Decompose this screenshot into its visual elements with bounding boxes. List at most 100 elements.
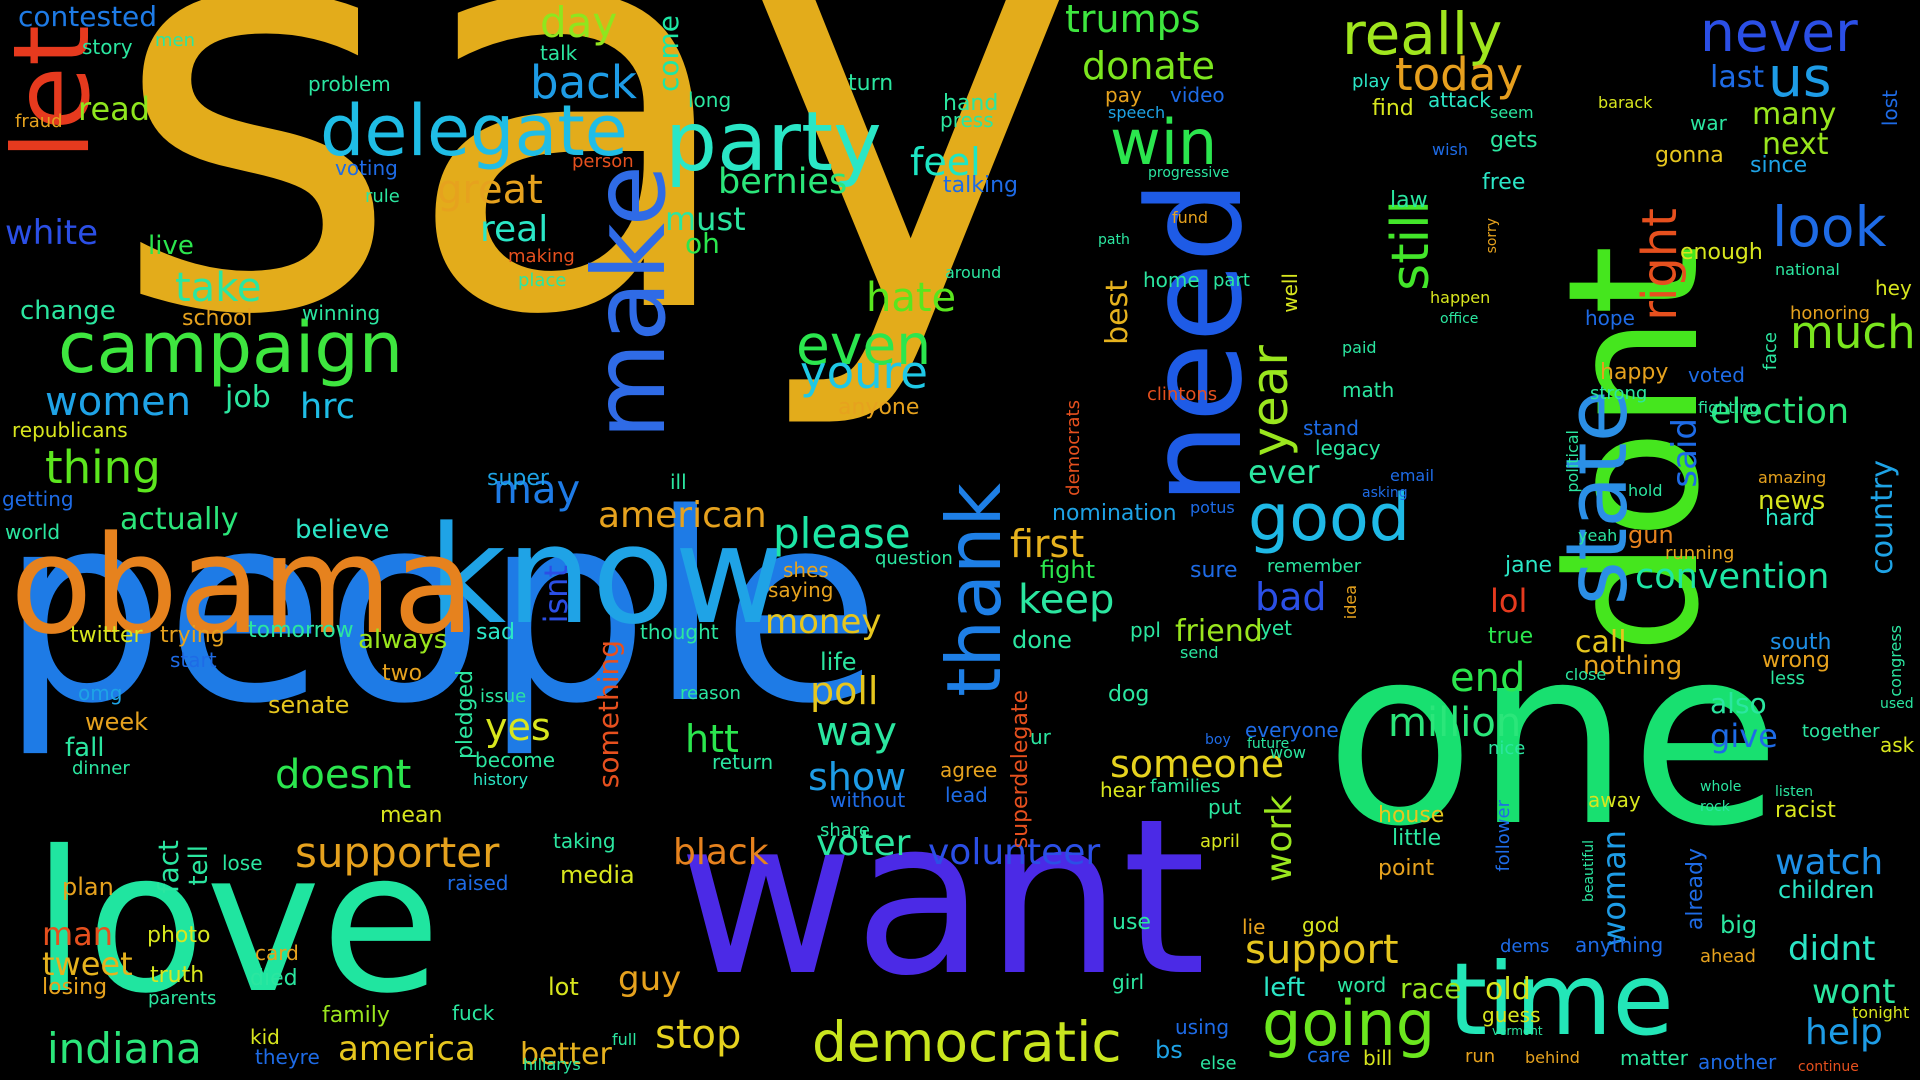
word-bernies: bernies <box>718 162 848 202</box>
word-parents: parents <box>148 988 217 1009</box>
word-lost: lost <box>1878 90 1902 127</box>
word-yet: yet <box>1260 616 1292 640</box>
word-contested: contested <box>18 0 158 33</box>
word-face: face <box>1760 332 1781 371</box>
word-play: play <box>1352 71 1391 92</box>
word-progressive: progressive <box>1148 165 1230 181</box>
word-sure: sure <box>1190 558 1238 583</box>
word-family: family <box>322 1003 390 1028</box>
word-god: god <box>1302 913 1340 937</box>
word-man: man <box>42 915 114 953</box>
word-country: country <box>1865 460 1900 575</box>
word-women: women <box>45 379 192 425</box>
word-donate: donate <box>1082 44 1216 88</box>
word-anyone: anyone <box>838 395 920 420</box>
word-listen: listen <box>1775 784 1814 800</box>
word-american: american <box>598 495 767 536</box>
word-school: school <box>182 306 253 331</box>
word-obama: obama <box>10 507 476 664</box>
word-barack: barack <box>1598 93 1653 112</box>
word-work: work <box>1259 795 1300 883</box>
word-fact: fact <box>152 840 185 894</box>
word-mean: mean <box>380 803 443 828</box>
word-us: us <box>1768 45 1832 109</box>
word-guess: guess <box>1482 1003 1541 1027</box>
word-kid: kid <box>250 1025 280 1049</box>
word-wont: wont <box>1812 972 1896 1012</box>
word-time: time <box>1448 941 1674 1058</box>
word-vermont: vermont <box>1492 1024 1543 1038</box>
word-also: also <box>1710 687 1767 720</box>
word-around: around <box>945 263 1002 282</box>
word-girl: girl <box>1112 970 1145 994</box>
word-behind: behind <box>1525 1048 1580 1067</box>
word-congress: congress <box>1886 625 1905 697</box>
word-whole: whole <box>1700 779 1742 795</box>
word-without: without <box>830 788 906 812</box>
word-bill: bill <box>1363 1046 1393 1070</box>
word-omg: omg <box>78 681 123 705</box>
word-change: change <box>20 296 116 326</box>
word-hear: hear <box>1100 778 1146 802</box>
word-democratic: democratic <box>812 1010 1122 1074</box>
word-doesnt: doesnt <box>275 752 412 798</box>
word-children: children <box>1778 876 1875 904</box>
word-actually: actually <box>120 502 239 537</box>
word-fighting: fighting <box>1698 398 1760 417</box>
word-home: home <box>1143 268 1200 292</box>
word-tweet: tweet <box>42 945 133 983</box>
word-old: old <box>1485 972 1531 1007</box>
word-close: close <box>1565 665 1607 684</box>
word-friend: friend <box>1175 614 1263 649</box>
word-isnt: isnt <box>537 565 575 624</box>
word-call: call <box>1575 625 1627 660</box>
word-better: better <box>520 1037 612 1072</box>
word-senate: senate <box>268 691 350 719</box>
word-video: video <box>1170 83 1225 107</box>
word-losing: losing <box>42 975 108 1000</box>
word-fund: fund <box>1172 208 1209 227</box>
word-indiana: indiana <box>47 1024 202 1073</box>
word-pledged: pledged <box>453 670 478 760</box>
word-even: even <box>796 313 932 377</box>
word-paid: paid <box>1342 338 1377 357</box>
word-win: win <box>1110 106 1218 179</box>
word-tomorrow: tomorrow <box>248 618 354 643</box>
word-agree: agree <box>940 758 998 782</box>
word-world: world <box>5 520 61 544</box>
word-use: use <box>1112 910 1151 935</box>
word-email: email <box>1390 466 1435 485</box>
word-stop: stop <box>655 1012 742 1058</box>
word-last: last <box>1710 60 1765 95</box>
word-many: many <box>1752 97 1837 132</box>
word-potus: potus <box>1190 498 1235 517</box>
word-always: always <box>358 625 448 655</box>
word-trumps: trumps <box>1065 0 1201 41</box>
word-something: something <box>592 640 625 789</box>
word-bad: bad <box>1255 575 1327 619</box>
word-wow: wow <box>1270 743 1306 762</box>
word-find: find <box>1372 96 1414 121</box>
word-well: well <box>1278 273 1302 313</box>
word-never: never <box>1700 0 1858 64</box>
word-person: person <box>572 151 634 172</box>
word-reason: reason <box>680 683 741 704</box>
word-getting: getting <box>2 487 74 511</box>
word-done: done <box>1012 626 1072 654</box>
word-shes: shes <box>783 558 829 582</box>
word-families: families <box>1150 776 1221 797</box>
word-htt: htt <box>685 717 739 761</box>
word-hey: hey <box>1875 276 1912 300</box>
word-national: national <box>1775 260 1840 279</box>
word-still: still <box>1381 200 1441 291</box>
word-away: away <box>1588 788 1641 812</box>
word-house: house <box>1378 803 1445 828</box>
word-become: become <box>475 748 556 772</box>
word-superdelegate: superdelegate <box>1008 690 1033 849</box>
word-april: april <box>1200 831 1240 852</box>
word-boy: boy <box>1205 732 1231 748</box>
word-really: really <box>1342 0 1503 68</box>
word-wrong: wrong <box>1762 648 1830 673</box>
word-south: south <box>1770 630 1832 655</box>
word-math: math <box>1342 378 1395 402</box>
